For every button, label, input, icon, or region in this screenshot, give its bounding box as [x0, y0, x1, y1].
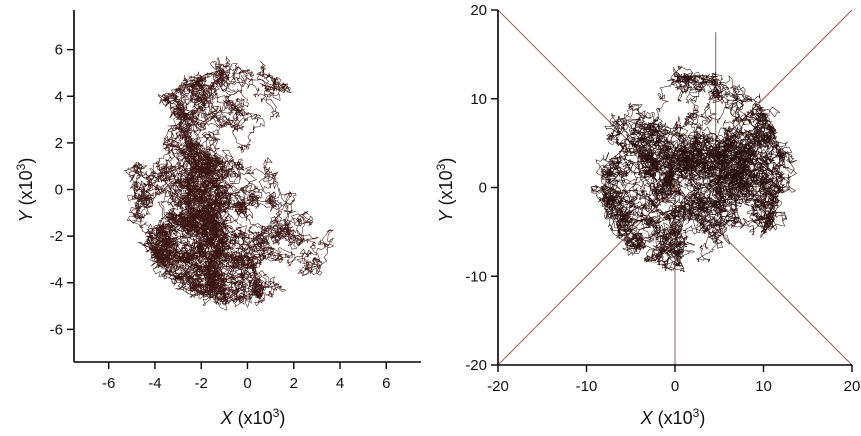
- trajectory-path-2: [138, 157, 334, 307]
- y-tick-label: 2: [55, 135, 63, 152]
- x-ticks: -20 -10 0 10 20: [487, 365, 860, 395]
- y-tick-label: -2: [50, 228, 63, 245]
- trajectory-path-4: [595, 115, 790, 238]
- x-axis-label: X (x103): [640, 406, 706, 428]
- y-tick-label: 0: [55, 181, 63, 198]
- y-tick-label: 10: [470, 91, 487, 108]
- x-tick-label: -10: [576, 378, 598, 395]
- x-axis-label-suffix: ): [699, 408, 705, 428]
- y-axis-label: Y (x103): [14, 158, 36, 223]
- trajectory-series: [590, 65, 798, 273]
- y-axis-label-exp: 3: [14, 163, 28, 170]
- x-axis-label-var: X: [220, 408, 234, 428]
- x-axis-label-var: X: [640, 408, 654, 428]
- y-tick-label: -20: [465, 357, 487, 374]
- x-tick-label: -4: [148, 375, 161, 392]
- x-axis-label-exp: 3: [693, 406, 700, 420]
- trajectory-path-4: [133, 61, 257, 290]
- y-axis-label-suffix: ): [16, 158, 36, 164]
- y-axis-label-exp: 3: [434, 163, 448, 170]
- x-tick-label: 4: [336, 375, 344, 392]
- x-ticks: -6 -4 -2 0 2 4 6: [102, 362, 390, 392]
- y-tick-label: 0: [479, 180, 487, 197]
- y-tick-label: -4: [50, 275, 63, 292]
- x-tick-label: 10: [755, 378, 772, 395]
- y-axis-label-prefix: (x10: [16, 170, 36, 210]
- x-tick-label: 0: [671, 378, 679, 395]
- trajectory-path-3: [670, 65, 797, 245]
- y-tick-label: -10: [465, 268, 487, 285]
- x-tick-label: 2: [290, 375, 298, 392]
- y-tick-label: -6: [50, 321, 63, 338]
- y-tick-label: 4: [55, 88, 63, 105]
- guide-lines: [497, 9, 853, 366]
- x-tick-label: -2: [195, 375, 208, 392]
- x-axis-label-prefix: (x10: [653, 408, 693, 428]
- y-axis-label-suffix: ): [436, 158, 456, 164]
- x-axis-label-exp: 3: [273, 406, 280, 420]
- y-ticks: -6 -4 -2 0 2 4 6: [50, 42, 74, 338]
- x-tick-label: -20: [487, 378, 509, 395]
- x-axis-label: X (x103): [220, 406, 286, 428]
- x-tick-label: 6: [382, 375, 390, 392]
- y-ticks: -20 -10 0 10 20: [465, 2, 498, 374]
- x-tick-label: 20: [844, 378, 861, 395]
- x-axis-label-prefix: (x10: [233, 408, 273, 428]
- y-tick-label: 20: [470, 2, 487, 19]
- y-axis-label-var: Y: [436, 208, 456, 222]
- x-tick-label: -6: [102, 375, 115, 392]
- trajectory-series: [124, 55, 334, 311]
- y-axis-label-var: Y: [16, 208, 36, 222]
- y-axis-label: Y (x103): [434, 158, 456, 223]
- y-axis-label-prefix: (x10: [436, 170, 456, 210]
- x-axis-label-suffix: ): [279, 408, 285, 428]
- y-tick-label: 6: [55, 42, 63, 59]
- x-tick-label: 0: [243, 375, 251, 392]
